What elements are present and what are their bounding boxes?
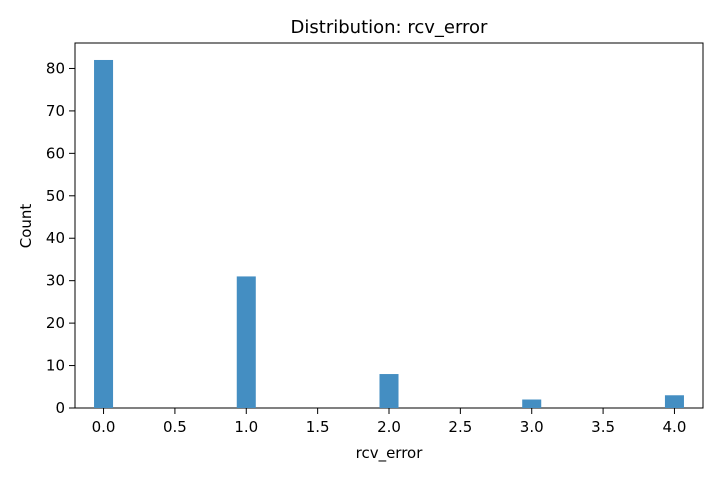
x-tick-label-4.0: 4.0 — [663, 418, 687, 436]
x-tick-label-1.0: 1.0 — [234, 418, 258, 436]
y-tick-label-30: 30 — [46, 272, 65, 290]
x-tick-label-1.5: 1.5 — [306, 418, 330, 436]
histogram-bar-4 — [664, 395, 684, 408]
x-axis-label: rcv_error — [356, 444, 424, 463]
histogram-bar-0 — [94, 59, 114, 408]
y-tick-label-60: 60 — [46, 144, 65, 162]
y-tick-label-70: 70 — [46, 102, 65, 120]
y-axis-label: Count — [17, 204, 35, 249]
plot-frame — [74, 42, 704, 409]
x-tick-label-2.0: 2.0 — [377, 418, 401, 436]
bars-layer — [94, 59, 684, 408]
y-tick-label-0: 0 — [55, 399, 65, 417]
y-tick-label-40: 40 — [46, 229, 65, 247]
y-tick-label-20: 20 — [46, 314, 65, 332]
y-tick-label-10: 10 — [46, 357, 65, 375]
chart-title: Distribution: rcv_error — [291, 17, 489, 38]
histogram-bar-2 — [379, 374, 399, 408]
x-ticks: 0.0 0.5 1.0 1.5 2.0 2.5 3.0 3.5 4.0 — [92, 408, 687, 436]
plot-area: 0.0 0.5 1.0 1.5 2.0 2.5 3.0 3.5 4.0 0 10 20 30 40 50 6… — [46, 42, 704, 436]
x-tick-label-3.5: 3.5 — [591, 418, 615, 436]
y-ticks: 0 10 20 30 40 50 60 70 80 — [46, 59, 75, 417]
x-tick-label-0.5: 0.5 — [163, 418, 187, 436]
y-tick-label-80: 80 — [46, 59, 65, 77]
histogram-bar-3 — [522, 399, 542, 408]
histogram-bar-1 — [236, 276, 256, 408]
x-tick-label-0.0: 0.0 — [92, 418, 116, 436]
x-tick-label-2.5: 2.5 — [448, 418, 472, 436]
y-tick-label-50: 50 — [46, 187, 65, 205]
x-tick-label-3.0: 3.0 — [520, 418, 544, 436]
